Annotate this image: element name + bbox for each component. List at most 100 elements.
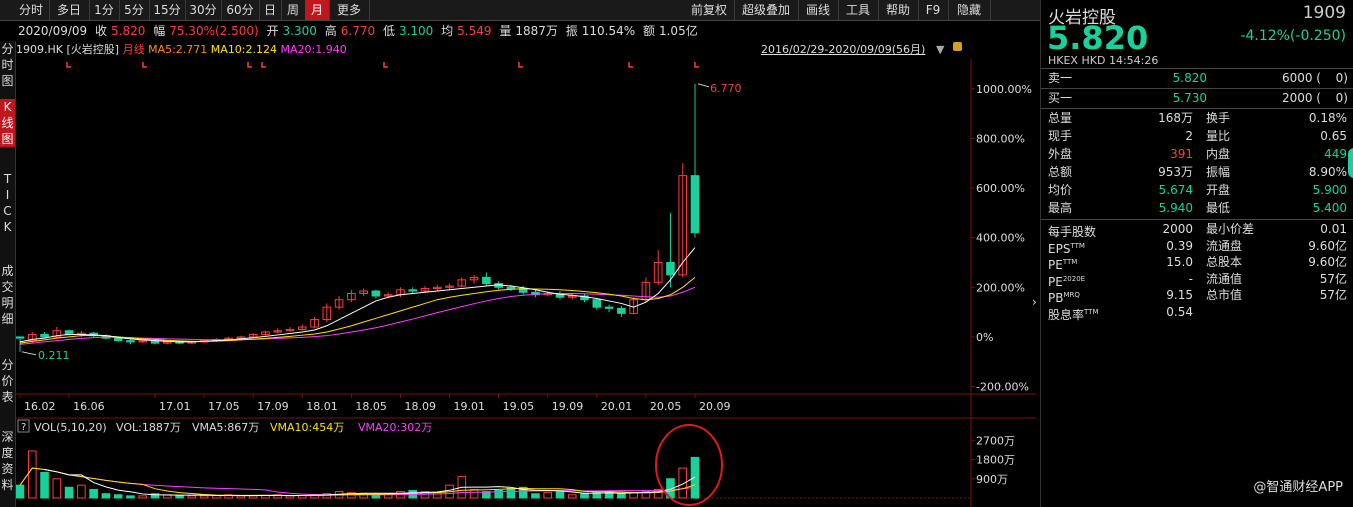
x-tick-label: 16.06 (73, 400, 105, 413)
stock-name: 火岩控股 (1048, 8, 1116, 28)
period-tab-0[interactable]: 分时 (13, 0, 50, 20)
period-tab-2[interactable]: 1分 (89, 0, 120, 20)
volume-header-label: VMA5:867万 (192, 421, 259, 434)
fundamental-label: PETTM (1048, 258, 1078, 272)
side-tab-5[interactable]: 深度资料 (1, 430, 14, 492)
fundamental-value: 0.39 (1166, 238, 1193, 253)
x-tick-label: 19.05 (503, 400, 535, 413)
period-tab-5[interactable]: 30分 (185, 0, 222, 20)
ma20-label: MA20:1.940 (280, 43, 347, 56)
vol-tick-label: 1800万 (976, 454, 1015, 467)
event-marker (247, 62, 252, 68)
scroll-indicator[interactable] (1348, 148, 1353, 178)
candle-body (113, 337, 123, 342)
volume-bar (236, 495, 246, 499)
vma10-line (19, 467, 696, 497)
buy1-label: 买一 (1048, 91, 1073, 105)
side-tab-0[interactable]: 分时图 (1, 42, 14, 88)
volume-bar (506, 487, 516, 499)
kline-chart[interactable]: 1000.00% 800.00% 600.00% 400.00% 200.00% 0% -2… (16, 59, 1036, 507)
stat-label: 总额 (1048, 165, 1073, 179)
divider (1041, 68, 1353, 69)
tool-button-5[interactable]: F9 (918, 0, 949, 20)
quote-info-bar: 2020/09/09 收 5.820 幅 75.30%(2.500) 开 3.300 … (18, 21, 702, 41)
candle-body (408, 289, 418, 292)
stat-value: 8.90% (1308, 165, 1347, 179)
avg-value: 5.549 (457, 24, 492, 38)
volume-bar (40, 471, 49, 499)
fundamental-row: EPSTTM 0.39 流通盘 9.60亿 (1041, 237, 1353, 256)
candle-body (567, 295, 577, 298)
volume-bar (678, 467, 688, 499)
candle-body (138, 340, 148, 343)
tool-button-4[interactable]: 帮助 (878, 0, 919, 20)
buy1-qty: 2000 ( (1281, 91, 1321, 105)
stat-value: 0.65 (1320, 129, 1347, 143)
stat-label: 内盘 (1206, 147, 1231, 161)
volume-bar (199, 495, 209, 499)
fundamental-row: PE2020E - 流通值 57亿 (1041, 270, 1353, 289)
y-tick-label: 0% (976, 331, 993, 344)
candle-body (236, 336, 246, 339)
low-price-label: 0.211 (38, 349, 70, 362)
period-tab-9[interactable]: 月 (305, 0, 330, 20)
candle-body (420, 288, 430, 292)
fundamental-value: 57亿 (1319, 271, 1347, 286)
candle-body (40, 333, 49, 338)
range-dropdown-icon[interactable]: ▼ (936, 43, 945, 56)
period-tab-3[interactable]: 5分 (119, 0, 150, 20)
candle-body (261, 331, 270, 335)
panel-collapse-icon[interactable]: › (1032, 295, 1037, 309)
tool-button-3[interactable]: 工具 (838, 0, 879, 20)
volume-bar (273, 494, 283, 499)
period-label: 月线 (122, 43, 145, 56)
amount-value: 1.05亿 (658, 24, 698, 38)
x-tick-label: 17.09 (257, 400, 289, 413)
candle-body (666, 261, 675, 276)
volume-bar (322, 493, 332, 499)
swing-label: 振 (565, 24, 578, 38)
period-tab-6[interactable]: 60分 (221, 0, 260, 20)
side-tab-4[interactable]: 分价表 (1, 358, 14, 404)
side-tab-3[interactable]: 成交明细 (1, 264, 14, 326)
vol-tick-label: 900万 (976, 473, 1008, 486)
volume-bar (617, 493, 626, 499)
period-tab-8[interactable]: 周 (281, 0, 306, 20)
date-range-label[interactable]: 2016/02/29-2020/09/09(56月) (761, 43, 926, 56)
fundamental-value: 0.54 (1166, 304, 1193, 319)
candle-body (347, 293, 356, 301)
period-tab-4[interactable]: 15分 (149, 0, 186, 20)
period-tab-1[interactable]: 多日 (49, 0, 90, 20)
fundamental-label: 最小价差 (1206, 222, 1255, 236)
sell1-label: 卖一 (1048, 71, 1073, 85)
vol-value: 1887万 (515, 24, 558, 38)
ma5-line (19, 247, 696, 343)
high-value: 6.770 (340, 24, 376, 38)
tool-button-6[interactable]: 隐藏 (948, 0, 991, 20)
candle-body (297, 326, 307, 330)
x-tick-label: 17.05 (208, 400, 240, 413)
fundamental-value: 9.15 (1166, 288, 1193, 302)
close-label: 收 (95, 24, 108, 38)
sell1-price: 5.820 (1172, 71, 1207, 85)
tool-button-1[interactable]: 超级叠加 (734, 0, 799, 20)
candle-body (604, 306, 614, 309)
event-marker (694, 62, 699, 68)
volume-bar (89, 488, 98, 499)
candle-body (445, 285, 454, 288)
help-icon-text: ? (21, 422, 26, 433)
period-tab-7[interactable]: 日 (259, 0, 282, 20)
stock-code: 1909 (1302, 3, 1346, 23)
period-tab-10[interactable]: 更多 (329, 0, 370, 20)
tool-button-0[interactable]: 前复权 (684, 0, 735, 20)
tool-button-2[interactable]: 画线 (798, 0, 839, 20)
lock-icon[interactable] (953, 42, 962, 51)
volume-bar (64, 486, 74, 499)
candle-body (432, 286, 442, 290)
volume-bar (543, 492, 553, 499)
annotation-circle (655, 424, 723, 506)
candle-body (248, 333, 258, 338)
volume-header-label: VOL:1887万 (116, 421, 181, 434)
